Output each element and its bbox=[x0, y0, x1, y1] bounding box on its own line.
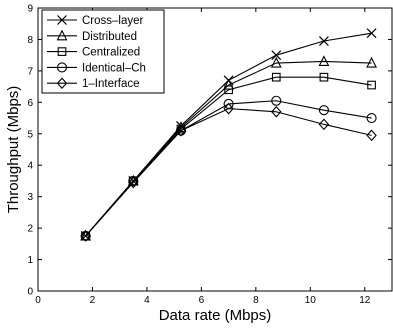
data-point bbox=[366, 113, 377, 124]
legend-label: Distributed bbox=[82, 31, 137, 43]
y-tick-label: 6 bbox=[27, 98, 33, 109]
data-point bbox=[128, 175, 139, 186]
legend-label: 1–Interface bbox=[82, 78, 140, 90]
data-point bbox=[366, 56, 377, 68]
legend-marker bbox=[56, 77, 68, 90]
x-axis-label: Data rate (Mbps) bbox=[159, 307, 272, 324]
data-point bbox=[366, 28, 377, 39]
plot-frame bbox=[37, 7, 393, 292]
y-axis-label: Throughput (Mbps) bbox=[5, 86, 22, 214]
legend-entry: Identical–Ch bbox=[47, 62, 146, 74]
x-tick-label: 2 bbox=[90, 295, 96, 306]
y-tick-label: 2 bbox=[27, 224, 33, 235]
legend-marker bbox=[57, 47, 67, 56]
legend-label: Identical–Ch bbox=[82, 62, 146, 74]
data-point bbox=[224, 85, 233, 95]
data-point bbox=[318, 105, 329, 116]
data-point bbox=[319, 72, 329, 82]
data-point bbox=[366, 129, 377, 142]
x-tick-label: 0 bbox=[35, 295, 41, 306]
legend-marker bbox=[56, 62, 68, 73]
legend-entry: Centralized bbox=[47, 47, 140, 59]
y-tick-label: 4 bbox=[27, 161, 33, 172]
series-4 bbox=[80, 102, 377, 242]
x-tick-label: 12 bbox=[359, 295, 371, 306]
y-tick-label: 8 bbox=[27, 35, 33, 46]
y-tick-label: 1 bbox=[27, 255, 33, 266]
legend-entry: Cross–layer bbox=[47, 15, 144, 27]
x-tick-label: 10 bbox=[305, 295, 317, 306]
data-point bbox=[318, 118, 330, 131]
data-point bbox=[223, 78, 235, 90]
legend: Cross–layer Distributed Centralized Identic… bbox=[41, 9, 165, 94]
series-line bbox=[85, 108, 372, 237]
y-tick-label: 3 bbox=[27, 192, 33, 203]
data-point bbox=[271, 72, 281, 82]
x-tick-label: 8 bbox=[253, 295, 259, 306]
data-point bbox=[128, 176, 139, 189]
legend-marker bbox=[57, 15, 67, 25]
data-point bbox=[270, 56, 282, 68]
data-point bbox=[175, 124, 187, 137]
legend-entry: Distributed bbox=[47, 29, 137, 43]
data-point bbox=[318, 36, 329, 46]
y-tick-label: 9 bbox=[27, 4, 33, 15]
data-point bbox=[223, 102, 234, 115]
data-point bbox=[271, 50, 282, 61]
data-point bbox=[271, 95, 282, 106]
legend-entry: 1–Interface bbox=[47, 77, 140, 90]
legend-label: Cross–layer bbox=[82, 15, 144, 27]
y-tick-label: 7 bbox=[27, 66, 33, 77]
data-point bbox=[271, 105, 282, 118]
data-point bbox=[318, 55, 330, 67]
legend-label: Centralized bbox=[82, 47, 140, 59]
x-tick-label: 4 bbox=[144, 295, 150, 306]
y-tick-label: 0 bbox=[27, 287, 33, 298]
x-tick-label: 6 bbox=[199, 295, 205, 306]
data-point bbox=[367, 80, 376, 90]
y-tick-label: 5 bbox=[27, 129, 33, 140]
data-point bbox=[80, 230, 91, 242]
series-layer bbox=[80, 28, 377, 242]
legend-marker bbox=[56, 29, 68, 41]
